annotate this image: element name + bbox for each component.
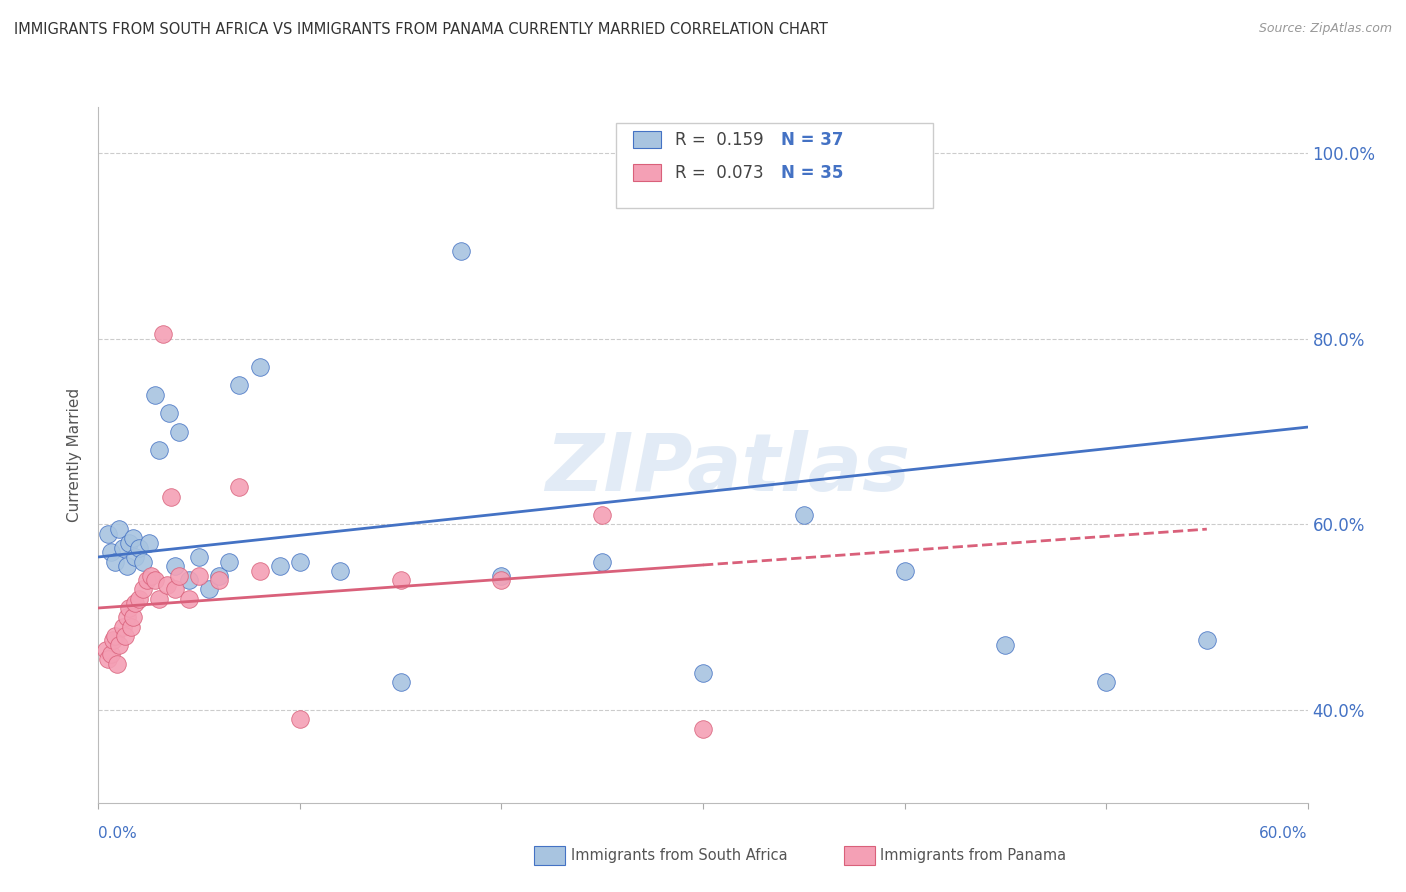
Point <box>128 591 150 606</box>
Point <box>179 573 201 587</box>
Point <box>163 559 186 574</box>
Point <box>124 549 146 564</box>
Point <box>692 665 714 680</box>
Point <box>111 619 134 633</box>
Point <box>1195 633 1218 648</box>
Point <box>591 555 613 569</box>
Point <box>157 406 180 420</box>
Point <box>139 568 162 582</box>
Point <box>148 443 170 458</box>
Point <box>115 559 138 574</box>
Point <box>160 490 183 504</box>
Point <box>269 559 291 574</box>
Point <box>893 564 915 578</box>
Point <box>100 545 122 559</box>
Point <box>152 327 174 342</box>
Point <box>491 573 513 587</box>
Point <box>228 480 250 494</box>
Text: Source: ZipAtlas.com: Source: ZipAtlas.com <box>1258 22 1392 36</box>
Point <box>1095 675 1118 690</box>
Point <box>389 675 412 690</box>
Point <box>167 568 190 582</box>
Point <box>135 573 157 587</box>
Text: ZIPatlas: ZIPatlas <box>544 430 910 508</box>
Point <box>128 541 150 555</box>
Point <box>288 555 311 569</box>
Point <box>591 508 613 523</box>
Text: N = 37: N = 37 <box>780 130 844 148</box>
Point <box>994 638 1017 652</box>
Text: Immigrants from Panama: Immigrants from Panama <box>880 848 1066 863</box>
Point <box>198 582 221 597</box>
Point <box>103 555 125 569</box>
Point <box>288 712 311 726</box>
Point <box>120 619 142 633</box>
Point <box>692 722 714 736</box>
Point <box>121 610 143 624</box>
Point <box>156 578 179 592</box>
Point <box>450 244 472 258</box>
Text: R =  0.159: R = 0.159 <box>675 130 763 148</box>
Point <box>188 549 211 564</box>
Point <box>124 596 146 610</box>
Point <box>101 633 124 648</box>
Point <box>118 601 141 615</box>
Point <box>111 541 134 555</box>
Point <box>97 652 120 666</box>
Text: IMMIGRANTS FROM SOUTH AFRICA VS IMMIGRANTS FROM PANAMA CURRENTLY MARRIED CORRELA: IMMIGRANTS FROM SOUTH AFRICA VS IMMIGRAN… <box>14 22 828 37</box>
Y-axis label: Currently Married: Currently Married <box>67 388 83 522</box>
Point <box>132 555 155 569</box>
Text: R =  0.073: R = 0.073 <box>675 163 763 181</box>
Point <box>97 526 120 541</box>
Point <box>132 582 155 597</box>
Point <box>167 425 190 439</box>
Text: N = 35: N = 35 <box>780 163 844 181</box>
Point <box>491 568 513 582</box>
Point <box>188 568 211 582</box>
Point <box>249 359 271 374</box>
Point <box>389 573 412 587</box>
Point <box>114 629 136 643</box>
Point <box>138 536 160 550</box>
Point <box>105 657 128 671</box>
Point <box>218 555 240 569</box>
Point <box>96 642 118 657</box>
Point <box>107 638 129 652</box>
Point <box>249 564 271 578</box>
Point <box>143 387 166 401</box>
Point <box>143 573 166 587</box>
Point <box>115 610 138 624</box>
Point <box>107 522 129 536</box>
Text: 0.0%: 0.0% <box>98 826 138 841</box>
Point <box>208 568 231 582</box>
Text: Immigrants from South Africa: Immigrants from South Africa <box>571 848 787 863</box>
Point <box>208 573 231 587</box>
Point <box>121 532 143 546</box>
Point <box>329 564 352 578</box>
Point <box>118 536 141 550</box>
Point <box>179 591 201 606</box>
Point <box>148 591 170 606</box>
Text: 60.0%: 60.0% <box>1260 826 1308 841</box>
Point <box>163 582 186 597</box>
Point <box>793 508 815 523</box>
Point <box>228 378 250 392</box>
Point <box>103 629 125 643</box>
Point <box>100 648 122 662</box>
